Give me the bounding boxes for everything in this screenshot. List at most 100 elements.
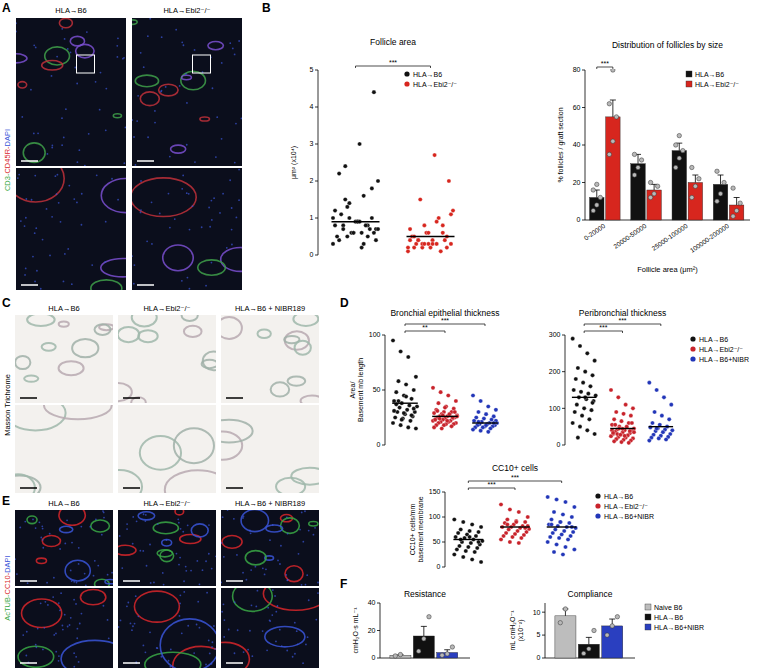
data-point [674,165,678,169]
nucleus [35,46,37,48]
nucleus [294,653,296,655]
data-point [552,510,556,514]
tissue-structure [59,510,85,525]
tissue-structure [61,640,113,668]
data-point [335,234,339,238]
tissue-structure [60,526,73,532]
data-point [647,439,651,443]
data-point [479,525,483,529]
nucleus [131,629,133,631]
data-point [345,205,349,209]
bar [647,190,661,220]
data-point [648,425,652,429]
nucleus [74,67,76,69]
image-background [118,405,216,493]
data-point [578,344,582,348]
y-tick [562,445,565,446]
nucleus [77,628,79,630]
nucleus [46,208,48,210]
nucleus [78,661,80,663]
nucleus [154,110,156,112]
y-tick-label: 0 [437,563,441,570]
data-point [449,212,453,216]
data-point [690,195,694,199]
nucleus [47,604,49,606]
nucleus [179,557,181,559]
nucleus [192,205,194,207]
nucleus [257,590,259,592]
nucleus [94,560,96,562]
data-point [546,495,550,499]
data-point [628,429,632,433]
data-point [360,246,364,250]
tissue-structure [221,642,249,668]
nucleus [196,624,198,626]
data-point [402,411,406,415]
tissue-structure [65,560,90,581]
stain-label: CD3-CD45R-DAPI [3,129,12,191]
data-point [435,409,439,413]
significance-label: *** [511,474,519,481]
nucleus [162,572,164,574]
nucleus [187,625,189,627]
nucleus [55,633,57,635]
nucleus [286,516,288,518]
nucleus [208,524,210,526]
data-point [406,355,410,359]
data-point [422,223,426,227]
data-point [471,428,475,432]
data-point [552,550,556,554]
nucleus [24,274,26,276]
data-point [619,440,623,444]
nucleus [25,217,27,219]
scale-bar [123,397,140,399]
bar [729,205,743,220]
chart: Resistance02040cmH₂O·s mL⁻¹ [352,589,470,661]
y-tick-label: 0 [557,441,561,448]
image-background [15,588,113,668]
y-tick-label: 3 [310,140,314,147]
significance-bracket [356,66,431,68]
data-point [407,403,411,407]
data-point [558,520,562,524]
legend-label: HLA→Ebi2⁻/⁻ [695,81,739,88]
data-point [622,434,626,438]
y-axis [445,492,446,567]
data-point [431,386,435,390]
data-point [586,392,590,396]
data-point [591,188,595,192]
nucleus [81,613,83,615]
data-point [510,535,514,539]
nucleus [78,563,80,565]
data-point [632,152,636,156]
legend-label: HLA→B6 [695,71,724,78]
nucleus [25,267,27,269]
legend-label: HLA→B6+NIBR [654,624,704,631]
nucleus [77,161,79,163]
legend-marker [645,624,651,630]
y-axis-label: Area/ [349,382,356,399]
tissue-structure [208,41,223,49]
y-tick [315,144,318,145]
nucleus [160,91,162,93]
nucleus [26,631,28,633]
micrograph [221,315,319,403]
data-point [452,552,456,556]
data-point [450,645,454,649]
nucleus [130,623,132,625]
nucleus [269,619,271,621]
nucleus [136,120,138,122]
nucleus [103,605,105,607]
nucleus [149,544,151,546]
plot-area [390,615,458,659]
nucleus [187,524,189,526]
data-point [615,615,619,619]
data-point [593,432,597,436]
tissue-structure [36,558,46,563]
nucleus [179,85,181,87]
data-point [443,406,447,410]
y-axis-label: mL cmH₂O⁻¹ [509,610,516,651]
nucleus [33,44,35,46]
data-point [399,423,403,427]
nucleus [41,525,43,527]
